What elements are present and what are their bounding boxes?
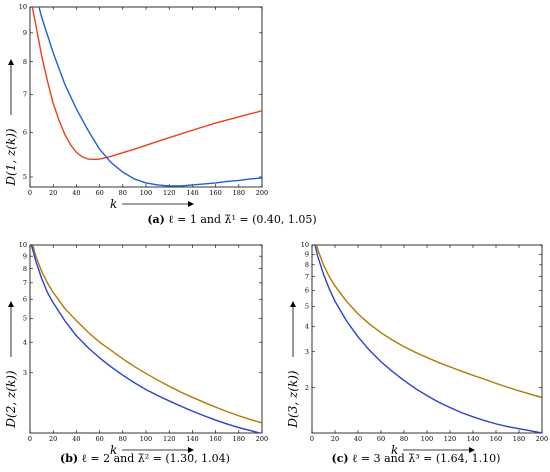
caption-a-tag: (a) [147,213,165,226]
x-axis-label: k [110,197,117,211]
y-tick-label: 9 [23,252,27,260]
x-tick-label: 160 [209,189,221,197]
series-group [31,7,262,187]
series-line-1 [38,7,262,187]
y-tick-label: 9 [305,251,309,259]
x-axis-arrowhead [188,201,194,207]
x-tick-label: 40 [72,189,80,197]
x-tick-label: 60 [95,189,103,197]
x-tick-label: 100 [140,435,152,443]
x-tick-label: 60 [377,435,385,443]
caption-c-text: ℓ = 3 and λ̄³ = (1.64, 1.10) [352,452,501,465]
series-group [30,245,262,433]
series-line-1 [30,245,262,433]
x-tick-label: 140 [467,435,479,443]
y-tick-label: 7 [305,273,309,281]
y-tick-label: 3 [305,348,309,356]
y-tick-label: 10 [19,3,27,11]
plot-frame [29,6,263,188]
y-tick-label: 6 [23,128,27,136]
caption-a-text: ℓ = 1 and λ̄¹ = (0.40, 1.05) [168,213,317,226]
x-tick-label: 160 [209,435,221,443]
x-tick-label: 80 [119,435,127,443]
x-tick-label: 120 [163,435,175,443]
y-axis-arrowhead [8,59,14,65]
x-tick-label: 180 [513,435,525,443]
series-group [314,245,542,433]
x-tick-label: 20 [49,189,57,197]
y-tick-label: 5 [23,315,27,323]
x-tick-label: 200 [256,435,268,443]
y-tick-label: 8 [305,261,309,269]
y-tick-label: 8 [23,58,27,66]
y-axis-arrowhead [8,301,14,307]
x-axis-arrowhead [469,447,475,453]
x-tick-label: 20 [49,435,57,443]
y-tick-label: 4 [23,338,27,346]
y-tick-label: 6 [23,295,27,303]
x-tick-label: 120 [444,435,456,443]
x-tick-label: 40 [72,435,80,443]
x-tick-label: 40 [354,435,362,443]
caption-a: (a) ℓ = 1 and λ̄¹ = (0.40, 1.05) [82,213,382,226]
panel-b: 0 20 40 60 80 100 120 140 160 180 200 3 4 5 6 7 8 9 10 k D(2… [4,241,268,457]
series-line-0 [31,7,262,161]
x-tick-label: 140 [186,189,198,197]
x-axis-label: k [110,443,117,457]
y-tick-label: 5 [23,173,27,181]
caption-b-tag: (b) [60,452,79,465]
y-axis-label: D(1, z(k)) [4,128,18,187]
x-axis-arrowhead [188,447,194,453]
x-tick-label: 160 [490,435,502,443]
x-tick-label: 180 [233,189,245,197]
x-tick-label: 120 [163,189,175,197]
x-tick-label: 80 [119,189,127,197]
x-tick-label: 140 [186,435,198,443]
x-tick-label: 0 [28,435,32,443]
x-tick-label: 200 [256,189,268,197]
y-axis-label: D(2, z(k)) [4,370,18,429]
y-axis-arrowhead [290,301,296,307]
y-axis-label: D(3, z(k)) [286,370,300,429]
panel-c: 0 20 40 60 80 100 120 140 160 180 200 2 3 4 5 6 7 8 9 10 k D(… [286,241,548,457]
x-tick-label: 100 [140,189,152,197]
plot-frame [311,244,543,434]
y-tick-label: 7 [23,91,27,99]
y-tick-label: 7 [23,279,27,287]
plot-frame [29,244,263,434]
x-tick-label: 180 [233,435,245,443]
series-line-0 [32,245,262,424]
y-tick-label: 6 [305,286,309,294]
y-tick-label: 5 [305,303,309,311]
y-tick-label: 9 [23,29,27,37]
y-tick-label: 10 [301,241,309,249]
panel-a: 0 20 40 60 80 100 120 140 160 180 200 5 6 7 8 9 10 k D(1, … [4,3,268,211]
x-tick-label: 20 [331,435,339,443]
x-tick-label: 60 [95,435,103,443]
y-tick-label: 3 [23,369,27,377]
series-line-0 [315,245,542,399]
caption-c: (c) ℓ = 3 and λ̄³ = (1.64, 1.10) [282,452,550,465]
y-tick-label: 10 [19,241,27,249]
series-line-1 [314,245,542,433]
x-tick-label: 200 [536,435,548,443]
x-tick-label: 80 [400,435,408,443]
x-tick-label: 100 [421,435,433,443]
x-tick-label: 0 [310,435,314,443]
y-tick-label: 2 [305,384,309,392]
x-axis-label: k [391,443,398,457]
y-tick-label: 8 [23,265,27,273]
caption-b-text: ℓ = 2 and λ̄² = (1.30, 1.04) [81,452,230,465]
x-tick-label: 0 [28,189,32,197]
caption-b: (b) ℓ = 2 and λ̄² = (1.30, 1.04) [0,452,290,465]
y-tick-label: 4 [305,322,309,330]
caption-c-tag: (c) [331,452,349,465]
